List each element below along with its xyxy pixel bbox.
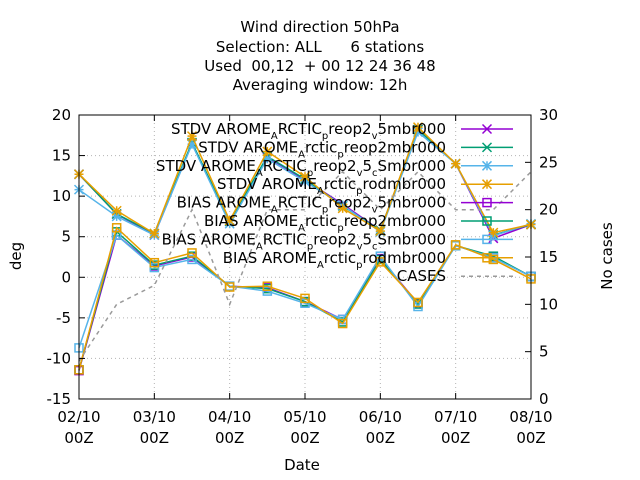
- x-axis-ticks: 02/10 00Z 03/10 00Z 04/10 00Z 05/10 00Z 06/10 00Z…: [57, 115, 553, 447]
- y-axis-label: deg: [7, 242, 25, 270]
- data-point: [450, 158, 461, 169]
- legend-label: BIAS AROMEARCTICpreop2v5cSmbr000: [162, 230, 446, 252]
- legend-marker: [482, 197, 492, 208]
- y2-axis-ticks: 0 5 10 15 20 25 30: [525, 106, 558, 408]
- y-tick-label: -5: [56, 309, 71, 327]
- data-point: [300, 293, 310, 304]
- x-tick-label-date: 02/10: [57, 408, 100, 426]
- legend-entry-3: STDV AROMEArcticprodmbr000: [217, 175, 513, 197]
- chart-title: Wind direction 50hPa Selection: ALL 6 st…: [204, 18, 435, 94]
- x-tick-label-hour: 00Z: [290, 429, 319, 447]
- y2-tick-label: 25: [539, 153, 558, 171]
- data-point: [187, 248, 197, 258]
- legend-marker: [481, 179, 493, 190]
- legend-marker: [482, 234, 492, 245]
- data-point: [299, 171, 311, 182]
- x-tick-label-hour: 00Z: [516, 429, 545, 447]
- x-tick-label-hour: 00Z: [140, 429, 169, 447]
- legend-entry-0: STDV AROMEARCTICpreop2v5mbr000: [171, 120, 513, 142]
- legend-entry-2: STDV AROMEARCTICpreop2v5cSmbr000: [156, 157, 513, 179]
- legend-marker: [482, 253, 492, 263]
- series-3: [73, 122, 537, 239]
- data-point: [224, 215, 235, 226]
- y-tick-label: -10: [47, 349, 72, 367]
- x-tick-label-hour: 00Z: [366, 429, 395, 447]
- legend-marker: [481, 160, 493, 171]
- series-8: [78, 170, 532, 362]
- data-point: [337, 203, 348, 214]
- x-tick-label-hour: 00Z: [64, 429, 93, 447]
- x-axis-label: Date: [284, 456, 320, 474]
- y2-tick-label: 30: [539, 106, 558, 124]
- legend-label: BIAS AROMEArcticprodmbr000: [223, 249, 446, 271]
- y-tick-label: 15: [52, 147, 71, 165]
- title-line-2: Selection: ALL 6 stations: [216, 38, 424, 56]
- y-tick-label: 20: [52, 106, 71, 124]
- data-point: [262, 286, 273, 296]
- title-line-4: Averaging window: 12h: [233, 76, 408, 94]
- x-tick-label-hour: 00Z: [441, 429, 470, 447]
- data-point: [149, 257, 160, 268]
- data-point: [413, 297, 423, 308]
- y2-tick-label: 5: [539, 343, 549, 361]
- data-point: [412, 122, 424, 133]
- data-point: [337, 318, 348, 329]
- legend-label: BIAS AROMEARCTICpreop2v5mbr000: [177, 194, 446, 216]
- legend-label: STDV AROMEARCTICpreop2v5cSmbr000: [156, 157, 446, 179]
- legend-marker: [482, 216, 492, 226]
- data-point: [262, 281, 273, 291]
- data-point: [224, 282, 235, 292]
- data-point: [375, 226, 386, 237]
- legend-entry-5: BIAS AROMEArcticpreop2mbr000: [204, 212, 513, 234]
- legend-label: BIAS AROMEArcticpreop2mbr000: [204, 212, 446, 234]
- y-axis-ticks: -15 -10 -5 0 5 10 15 20: [47, 106, 85, 408]
- title-line-3: Used 00,12 + 00 12 24 36 48: [204, 57, 435, 75]
- y2-axis-label: No cases: [598, 222, 616, 290]
- legend-entry-6: BIAS AROMEARCTICpreop2v5cSmbr000: [162, 230, 513, 252]
- legend-entry-4: BIAS AROMEARCTICpreop2v5mbr000: [177, 194, 513, 216]
- legend-label: STDV AROMEArcticprodmbr000: [217, 175, 446, 197]
- data-point: [488, 254, 499, 265]
- data-point: [149, 228, 160, 239]
- x-tick-label-date: 03/10: [133, 408, 176, 426]
- series-line: [78, 226, 532, 370]
- y-tick-label: 0: [61, 268, 71, 286]
- data-point: [149, 262, 160, 273]
- legend-entry-8: CASES: [397, 267, 513, 285]
- x-tick-label-hour: 00Z: [215, 429, 244, 447]
- data-point: [450, 240, 461, 250]
- legend-entry-1: STDV AROMEArcticpreop2mbr000: [198, 138, 513, 160]
- title-line-1: Wind direction 50hPa: [240, 18, 399, 36]
- series-line: [78, 170, 532, 362]
- data-point: [375, 257, 386, 267]
- legend-label: CASES: [397, 267, 446, 285]
- data-point: [375, 251, 386, 261]
- legend-entry-7: BIAS AROMEArcticprodmbr000: [223, 249, 513, 271]
- data-point: [186, 131, 198, 142]
- grid-lines: [79, 115, 531, 399]
- y2-tick-label: 20: [539, 201, 558, 219]
- legend-label: STDV AROMEArcticpreop2mbr000: [198, 138, 446, 160]
- data-point: [111, 205, 122, 216]
- y2-tick-label: 0: [539, 390, 549, 408]
- y2-tick-label: 10: [539, 295, 558, 313]
- x-tick-label-date: 06/10: [359, 408, 402, 426]
- y-tick-label: 10: [52, 187, 71, 205]
- y-tick-label: 5: [61, 228, 71, 246]
- x-tick-label-date: 08/10: [509, 408, 552, 426]
- legend-label: STDV AROMEARCTICpreop2v5mbr000: [171, 120, 446, 142]
- y-tick-label: -15: [47, 390, 72, 408]
- legend-marker: [481, 123, 493, 135]
- x-tick-label-date: 05/10: [283, 408, 326, 426]
- y2-tick-label: 15: [539, 248, 558, 266]
- data-point: [187, 254, 197, 265]
- plot-series: [73, 122, 537, 376]
- legend-marker: [481, 142, 493, 153]
- data-point: [111, 223, 122, 233]
- x-tick-label-date: 04/10: [208, 408, 251, 426]
- data-point: [262, 146, 273, 157]
- x-tick-label-date: 07/10: [434, 408, 477, 426]
